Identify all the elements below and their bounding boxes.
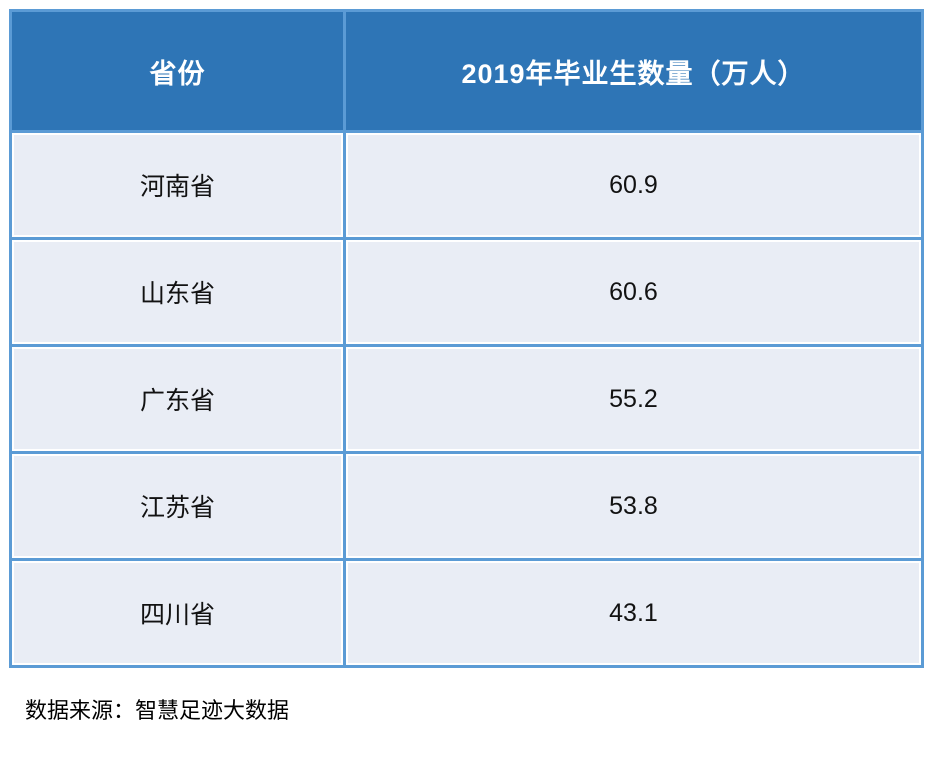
- province-cell: 河南省: [9, 130, 346, 240]
- province-cell: 广东省: [9, 344, 346, 454]
- value-cell: 43.1: [343, 558, 924, 668]
- province-cell: 山东省: [9, 237, 346, 347]
- table-row: 江苏省 53.8: [9, 451, 924, 561]
- value-cell: 60.6: [343, 237, 924, 347]
- table-row: 四川省 43.1: [9, 558, 924, 668]
- table-header-row: 省份 2019年毕业生数量（万人）: [9, 9, 924, 133]
- graduates-table: 省份 2019年毕业生数量（万人） 河南省 60.9 山东省 60.6 广东省 …: [9, 9, 924, 668]
- value-cell: 53.8: [343, 451, 924, 561]
- data-source-caption: 数据来源：智慧足迹大数据: [25, 698, 290, 723]
- province-cell: 四川省: [9, 558, 346, 668]
- header-cell-value: 2019年毕业生数量（万人）: [343, 9, 924, 133]
- graduates-table-container: 省份 2019年毕业生数量（万人） 河南省 60.9 山东省 60.6 广东省 …: [9, 9, 924, 668]
- table-row: 广东省 55.2: [9, 344, 924, 454]
- table-row: 河南省 60.9: [9, 130, 924, 240]
- value-cell: 60.9: [343, 130, 924, 240]
- value-cell: 55.2: [343, 344, 924, 454]
- header-cell-province: 省份: [9, 9, 346, 133]
- province-cell: 江苏省: [9, 451, 346, 561]
- table-row: 山东省 60.6: [9, 237, 924, 347]
